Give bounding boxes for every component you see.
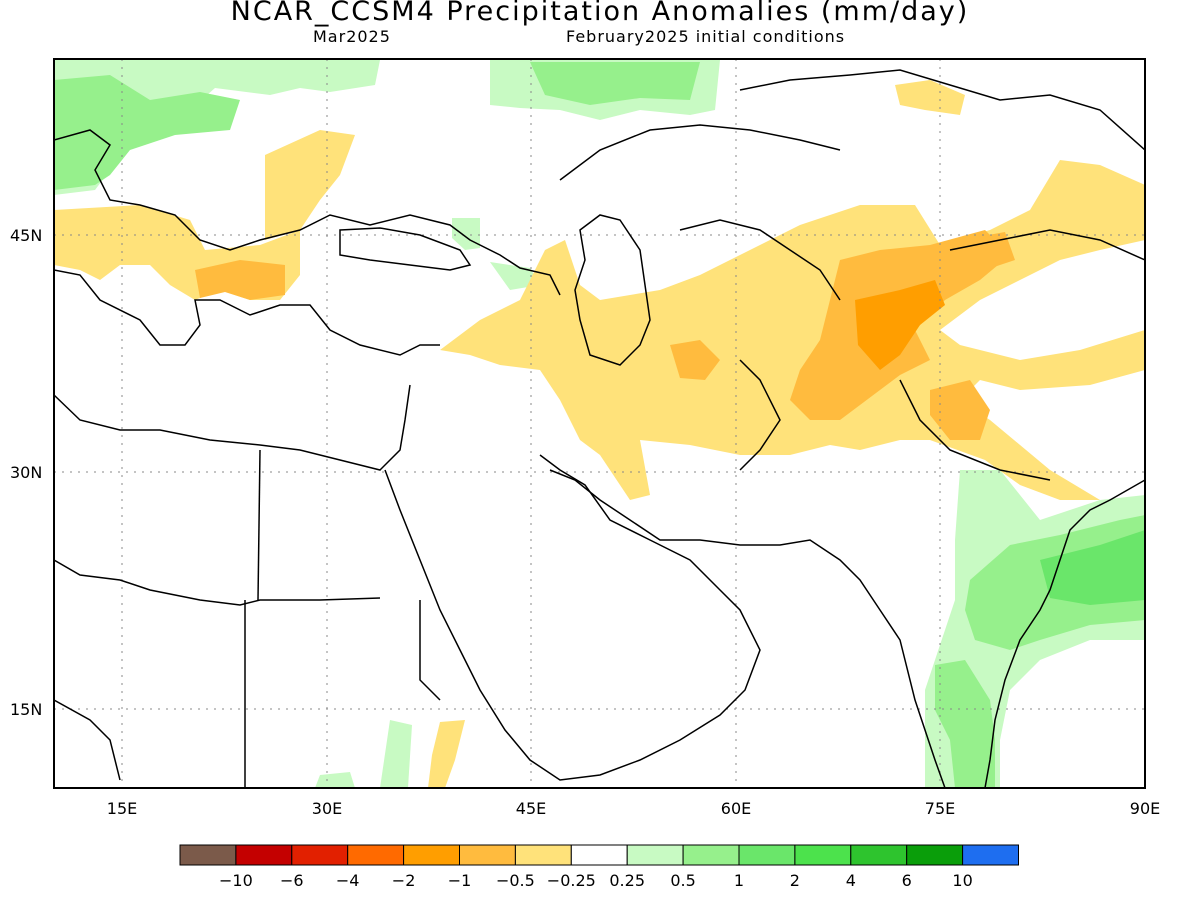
colorbar-swatch: [962, 844, 1019, 866]
chart-title: NCAR_CCSM4 Precipitation Anomalies (mm/d…: [230, 0, 970, 27]
axis-labels: 45N 30N 15N 15E 30E 45E 60E 75E 90E: [10, 226, 1160, 818]
dry-region-kazakh: [960, 232, 1015, 270]
wet-region-black-sea: [452, 218, 480, 250]
dry-region-himalaya: [930, 380, 990, 440]
dry-region-balkans-core: [195, 260, 285, 300]
dry-region-ukraine: [265, 130, 355, 240]
wet-region-sudan: [315, 772, 355, 788]
colorbar-swatch: [514, 844, 572, 866]
colorbar-swatch: [291, 844, 349, 866]
lon-label-45: 45E: [516, 799, 546, 818]
colorbar-label: −10: [219, 871, 253, 890]
lon-label-75: 75E: [925, 799, 955, 818]
colorbar-label: 0.5: [670, 871, 695, 890]
map-frame: [53, 58, 1146, 789]
colorbar-swatch: [626, 844, 684, 866]
anomaly-shading: [54, 60, 1145, 788]
dry-region-east-africa: [428, 720, 465, 788]
initial-conditions: February2025 initial conditions: [566, 27, 846, 46]
colorbar: −10 −6 −4 −2 −1 −0.5 −0.25 0.25 0.5 1 2 4 6 10: [179, 844, 1019, 890]
colorbar-swatch: [794, 844, 852, 866]
colorbar-swatch: [347, 844, 405, 866]
colorbar-label: −1: [448, 871, 472, 890]
lat-label-30: 30N: [10, 463, 42, 482]
dry-region-iran: [670, 340, 720, 380]
lon-label-60: 60E: [721, 799, 751, 818]
colorbar-label: 6: [902, 871, 912, 890]
lon-label-30: 30E: [312, 799, 342, 818]
wet-region-africa: [380, 720, 412, 788]
coastlines: [54, 69, 1145, 788]
graticule: [54, 59, 1145, 788]
colorbar-label: 4: [846, 871, 856, 890]
colorbar-label: −0.5: [496, 871, 535, 890]
lat-label-15: 15N: [10, 700, 42, 719]
colorbar-swatch: [235, 844, 293, 866]
wet-region-south-india: [935, 660, 995, 788]
lat-label-45: 45N: [10, 226, 42, 245]
colorbar-label: 2: [790, 871, 800, 890]
dry-region-mongolia: [895, 80, 965, 115]
wet-region-russia-core: [530, 62, 700, 105]
forecast-month: Mar2025: [313, 27, 391, 46]
lon-label-90: 90E: [1130, 799, 1160, 818]
wet-region-bengal: [1040, 530, 1145, 605]
colorbar-label: 1: [734, 871, 744, 890]
colorbar-swatch: [403, 844, 461, 866]
colorbar-label: −4: [336, 871, 360, 890]
dry-region-kyrgyz: [855, 280, 945, 370]
colorbar-swatch: [850, 844, 908, 866]
colorbar-label: 0.25: [609, 871, 645, 890]
colorbar-swatch: [570, 844, 628, 866]
lon-label-15: 15E: [107, 799, 137, 818]
colorbar-label: 10: [952, 871, 972, 890]
colorbar-swatch: [179, 844, 237, 866]
colorbar-swatch: [738, 844, 796, 866]
colorbar-swatch: [459, 844, 516, 866]
colorbar-label: −6: [280, 871, 304, 890]
dry-region-middle-east: [440, 160, 1145, 500]
colorbar-swatch: [682, 844, 740, 866]
colorbar-label: −0.25: [547, 871, 596, 890]
colorbar-label: −2: [392, 871, 416, 890]
colorbar-swatch: [906, 844, 964, 866]
